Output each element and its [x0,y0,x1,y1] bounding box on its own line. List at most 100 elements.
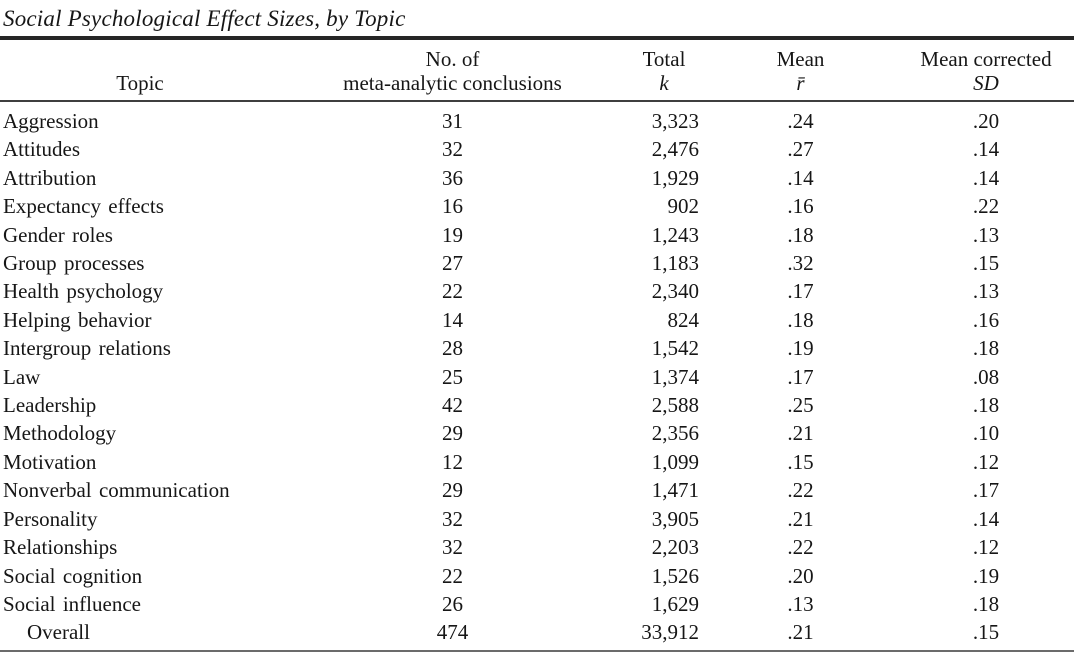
mean-r-cell: .20 [787,563,814,588]
n-conclusions-cell: 25 [442,364,463,389]
table-row: Gender roles 19 1,243 .18 .13 [0,221,1074,249]
topic-cell: Personality [3,506,98,531]
mean-r-cell: .18 [787,222,814,247]
mean-r-cell: .17 [787,364,814,389]
total-k-cell: 2,476 [651,137,699,162]
n-conclusions-cell: 28 [442,336,463,361]
mean-corrected-sd-cell: .18 [972,336,1000,361]
table-row: Helping behavior 14 824 .18 .16 [0,306,1074,334]
table-row: Methodology 29 2,356 .21 .10 [0,419,1074,447]
n-conclusions-cell: 31 [442,109,463,133]
mean-corrected-sd-cell: .14 [972,137,1000,162]
table-row: Overall 474 33,912 .21 .15 [0,618,1074,650]
total-k-cell: 3,905 [651,506,699,531]
mean-corrected-sd-cell: .08 [972,364,1000,389]
table-row: Law 25 1,374 .17 .08 [0,363,1074,391]
table-row: Leadership 42 2,588 .25 .18 [0,391,1074,419]
mean-r-cell: .24 [787,109,814,133]
n-conclusions-cell: 19 [442,222,463,247]
mean-r-cell: .19 [787,336,814,361]
n-conclusions-cell: 474 [436,620,469,645]
topic-cell: Intergroup relations [3,336,171,361]
mean-r-cell: .18 [787,307,814,332]
total-k-cell: 2,588 [651,393,699,418]
topic-cell: Law [3,364,41,389]
topic-cell: Group processes [3,251,145,276]
total-k-cell: 1,374 [651,364,699,389]
topic-cell: Overall [27,620,90,645]
n-conclusions-cell: 32 [442,137,463,162]
header-mean-corrected-sd: Mean corrected SD [898,36,1074,102]
mean-corrected-sd-cell: .15 [972,251,1000,276]
mean-r-cell: .17 [787,279,814,304]
table-body: Aggression 31 3,323 .24 .20 Attitudes 32… [0,101,1074,651]
topic-cell: Expectancy effects [3,194,164,219]
mean-corrected-sd-cell: .12 [972,449,1000,474]
topic-cell: Social cognition [3,563,143,588]
topic-cell: Helping behavior [3,307,152,332]
topic-cell: Health psychology [3,279,164,304]
mean-corrected-sd-cell: .13 [972,279,1000,304]
mean-r-cell: .15 [787,449,814,474]
total-k-cell: 1,929 [651,165,699,190]
mean-corrected-sd-cell: .15 [972,620,1000,645]
total-k-cell: 2,340 [651,279,699,304]
table-row: Attribution 36 1,929 .14 .14 [0,164,1074,192]
mean-corrected-sd-cell: .17 [972,478,1000,503]
mean-r-cell: .22 [787,478,814,503]
mean-corrected-sd-cell: .14 [972,165,1000,190]
mean-r-cell: .32 [787,251,814,276]
n-conclusions-cell: 16 [442,194,463,219]
table-row: Social cognition 22 1,526 .20 .19 [0,562,1074,590]
n-conclusions-cell: 27 [442,251,463,276]
mean-corrected-sd-cell: .12 [972,535,1000,560]
topic-cell: Attribution [3,165,97,190]
total-k-cell: 1,099 [651,449,699,474]
mean-r-cell: .14 [787,165,814,190]
topic-cell: Relationships [3,535,118,560]
table-row: Motivation 12 1,099 .15 .12 [0,448,1074,476]
table-row: Intergroup relations 28 1,542 .19 .18 [0,334,1074,362]
table-row: Nonverbal communication 29 1,471 .22 .17 [0,476,1074,504]
table-title: Social Psychological Effect Sizes, by To… [3,6,406,31]
mean-r-cell: .13 [787,591,814,616]
header-meta-analytic-conclusions: No. of meta-analytic conclusions [280,36,625,102]
total-k-cell: 1,542 [651,336,699,361]
mean-corrected-sd-cell: .20 [972,109,1000,133]
topic-cell: Attitudes [3,137,80,162]
n-conclusions-cell: 32 [442,506,463,531]
mean-corrected-sd-cell: .13 [972,222,1000,247]
header-topic: Topic [0,36,280,102]
topic-cell: Social influence [3,591,141,616]
topic-cell: Aggression [3,109,99,133]
total-k-cell: 1,183 [651,251,699,276]
total-k-cell: 3,323 [651,109,699,133]
mean-r-cell: .25 [787,393,814,418]
topic-cell: Motivation [3,449,97,474]
total-k-cell: 1,471 [651,478,699,503]
n-conclusions-cell: 26 [442,591,463,616]
n-conclusions-cell: 22 [442,563,463,588]
n-conclusions-cell: 36 [442,165,463,190]
table-row: Attitudes 32 2,476 .27 .14 [0,135,1074,163]
mean-corrected-sd-cell: .22 [972,194,1000,219]
mean-corrected-sd-cell: .10 [972,421,1000,446]
total-k-cell: 1,243 [651,222,699,247]
mean-r-cell: .27 [787,137,814,162]
mean-corrected-sd-cell: .18 [972,393,1000,418]
table-row: Relationships 32 2,203 .22 .12 [0,533,1074,561]
table-row: Aggression 31 3,323 .24 .20 [0,101,1074,135]
total-k-cell: 1,629 [651,591,699,616]
table-header: Topic No. of meta-analytic conclusions T… [0,36,1074,102]
table-row: Personality 32 3,905 .21 .14 [0,505,1074,533]
topic-cell: Gender roles [3,222,113,247]
table-row: Expectancy effects 16 902 .16 .22 [0,192,1074,220]
mean-corrected-sd-cell: .14 [972,506,1000,531]
mean-r-cell: .21 [787,506,814,531]
n-conclusions-cell: 14 [442,307,463,332]
mean-r-cell: .21 [787,620,814,645]
table-row: Group processes 27 1,183 .32 .15 [0,249,1074,277]
n-conclusions-cell: 22 [442,279,463,304]
header-mean-r: Mean r̄ [703,36,898,102]
mean-corrected-sd-cell: .16 [972,307,1000,332]
